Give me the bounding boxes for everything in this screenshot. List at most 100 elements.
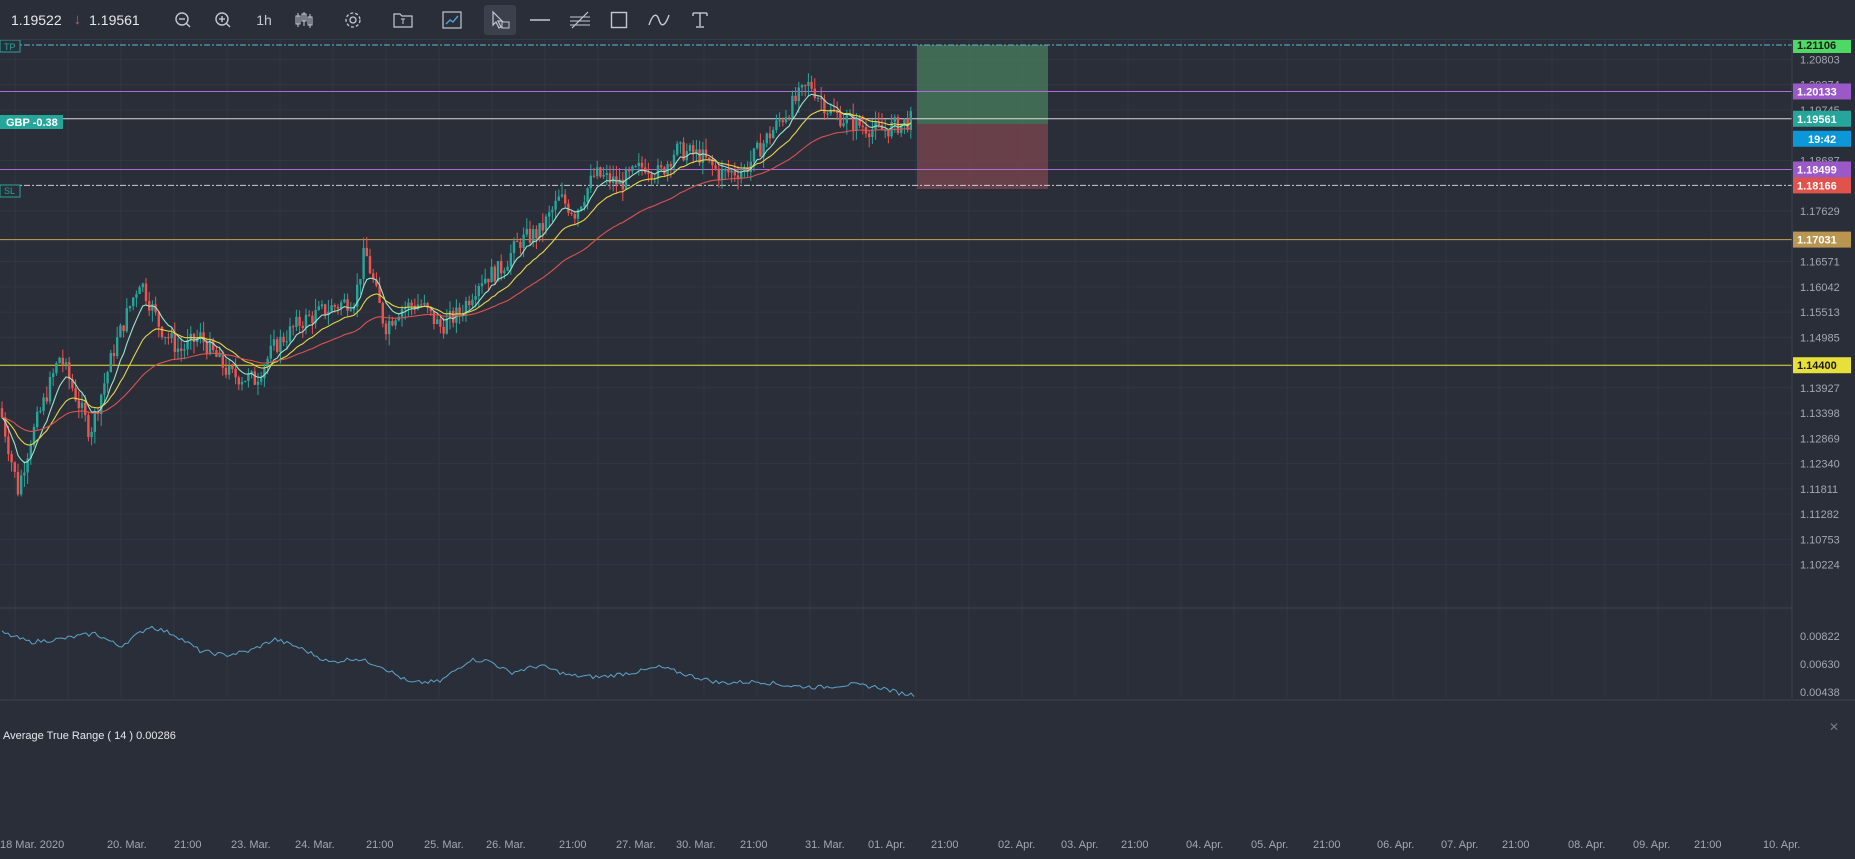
curve-icon: [648, 14, 670, 26]
candle-body: [842, 123, 845, 127]
time-tick-label: 21:00: [174, 839, 202, 851]
candle-body: [269, 345, 272, 359]
candle-body: [839, 113, 842, 127]
zoom-out-button[interactable]: [168, 6, 198, 34]
candle-body: [333, 305, 336, 307]
indicators-button[interactable]: [437, 6, 467, 34]
candle-body: [90, 432, 93, 438]
price-tick-label: 1.11282: [1800, 509, 1839, 521]
candle-body: [404, 307, 407, 310]
level-price-text: 1.18499: [1797, 164, 1837, 176]
candle-body: [820, 97, 823, 100]
text-tool-button[interactable]: [685, 6, 715, 34]
candle-body: [362, 247, 365, 279]
candle-body: [71, 379, 74, 389]
candle-body: [589, 175, 592, 189]
candle-body: [868, 133, 871, 138]
level-price-tag: [1793, 83, 1851, 100]
candle-body: [672, 154, 676, 167]
candle-body: [186, 339, 189, 350]
candle-body: [231, 365, 234, 369]
candle-body: [727, 169, 730, 173]
sl-label: SL: [4, 186, 15, 196]
candle-body: [84, 402, 87, 416]
candle-body: [304, 314, 308, 329]
candle-body: [644, 167, 647, 173]
candle-body: [42, 397, 45, 411]
chart-area[interactable]: 1.208031.202741.197451.186871.176291.165…: [0, 40, 1855, 859]
candle-body: [282, 336, 285, 343]
price-tick-label: 1.20803: [1800, 54, 1840, 66]
settings-button[interactable]: [338, 6, 368, 34]
candle-body: [349, 309, 352, 311]
candle-body: [496, 261, 500, 282]
candle-body: [692, 145, 695, 154]
time-tick-label: 21:00: [1694, 839, 1722, 851]
candle-body: [384, 323, 388, 335]
candle-body: [112, 352, 116, 357]
candle-body: [484, 278, 487, 284]
candle-body: [730, 170, 733, 173]
candle-body: [836, 111, 839, 114]
price-tick-label: 1.16571: [1800, 257, 1840, 269]
time-tick-label: 05. Apr.: [1251, 839, 1288, 851]
price-tick-label: 1.12869: [1800, 433, 1840, 445]
candle-body: [477, 286, 480, 297]
candle-body: [464, 300, 468, 315]
candle-body: [109, 352, 112, 373]
sl-marker[interactable]: SL: [0, 184, 21, 198]
candle-body: [816, 97, 820, 99]
timeframe-button[interactable]: 1h: [256, 12, 272, 28]
candle-body: [538, 223, 541, 239]
indicators-icon: [442, 11, 462, 29]
candle-body: [791, 95, 794, 118]
candle-body: [679, 142, 682, 144]
ema-line: [1, 93, 912, 464]
candle-body: [311, 315, 314, 324]
horizontal-line-button[interactable]: [525, 6, 555, 34]
curve-button[interactable]: [644, 6, 674, 34]
settings-icon: [345, 12, 361, 28]
candle-body: [519, 241, 522, 248]
candle-body: [800, 85, 804, 88]
time-axis[interactable]: 18 Mar. 2020 20. Mar. 21:00 23. Mar. 24. Mar…: [0, 699, 1855, 851]
candle-body: [874, 121, 877, 130]
candle-body: [87, 415, 90, 438]
tp-marker[interactable]: TP: [0, 40, 21, 53]
template-button[interactable]: [388, 6, 418, 34]
candle-body: [298, 316, 301, 326]
candle-body: [317, 306, 320, 310]
candle-body: [228, 365, 231, 375]
zoom-in-button[interactable]: [208, 6, 238, 34]
cursor-tool-button[interactable]: [484, 5, 516, 35]
candle-body: [804, 85, 807, 87]
close-icon[interactable]: ✕: [1829, 720, 1840, 734]
candle-body: [560, 194, 564, 197]
trend-lines-button[interactable]: [565, 6, 595, 34]
time-tick-label: 09. Apr.: [1633, 839, 1670, 851]
candle-body: [532, 229, 535, 243]
candle-body: [237, 377, 240, 385]
stop-loss-zone[interactable]: [917, 124, 1048, 189]
candle-body: [810, 81, 813, 89]
rectangle-button[interactable]: [604, 6, 634, 34]
position-marker[interactable]: GBP -0.38: [0, 115, 63, 129]
candle-body: [183, 349, 186, 351]
time-tick-label: 25. Mar.: [424, 839, 464, 851]
price-tick-label: 1.16042: [1800, 282, 1840, 294]
candle-body: [900, 123, 903, 134]
take-profit-zone[interactable]: [917, 45, 1048, 124]
candle-body: [634, 166, 637, 168]
candle-body: [372, 273, 375, 280]
chart-type-button[interactable]: [289, 6, 319, 34]
zoom-in-icon: [215, 12, 231, 28]
time-tick-label: 06. Apr.: [1377, 839, 1414, 851]
candle-body: [16, 471, 20, 495]
horizontal-line-icon: [530, 19, 550, 21]
arrow-down-icon: ↓: [73, 11, 82, 28]
level-price-tag: [1793, 110, 1851, 127]
candle-body: [381, 302, 384, 324]
candle-body: [77, 400, 80, 408]
candle-body: [554, 200, 557, 210]
candle-body: [813, 88, 816, 98]
